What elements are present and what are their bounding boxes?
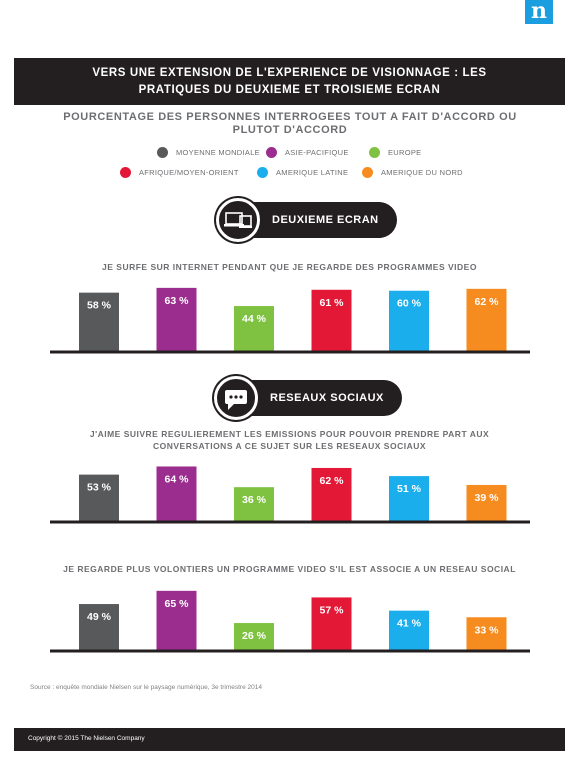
copyright-text: Copyright © 2015 The Nielsen Company xyxy=(28,735,145,742)
header-title-line2: PRATIQUES DU DEUXIEME ET TROISIEME ECRAN xyxy=(138,84,441,96)
bar-value-label: 60 % xyxy=(397,298,422,310)
devices-icon xyxy=(216,198,260,242)
bar-afrique-moyen-orient xyxy=(311,597,352,650)
bar-value-label: 41 % xyxy=(397,618,422,630)
bar-asie-pacifique xyxy=(156,466,197,521)
question-2: J'AIME SUIVRE REGULIEREMENT LES EMISSION… xyxy=(20,428,559,452)
bar-value-label: 65 % xyxy=(165,598,190,610)
bar-chart-2-svg: 53 % 64 % 36 % 62 % 51 % 39 % xyxy=(50,466,530,524)
bar-afrique-moyen-orient xyxy=(311,289,352,351)
bar-value-label: 63 % xyxy=(165,295,190,307)
legend-label: MOYENNE MONDIALE xyxy=(176,147,260,157)
legend-row-2: AFRIQUE/MOYEN-ORIENT AMERIQUE LATINE AME… xyxy=(0,165,579,179)
legend-swatch xyxy=(369,146,380,158)
bar-value-label: 62 % xyxy=(475,296,500,308)
legend-swatch xyxy=(120,166,131,178)
bar-value-label: 51 % xyxy=(397,483,422,495)
bar-moyenne-mondiale xyxy=(79,292,119,351)
header-banner: VERS UNE EXTENSION DE L'EXPERIENCE DE VI… xyxy=(14,58,565,105)
section-label: RESEAUX SOCIAUX xyxy=(270,392,384,404)
bar-moyenne-mondiale xyxy=(79,604,119,650)
section-label: DEUXIEME ECRAN xyxy=(272,214,379,226)
bar-amerique-du-nord xyxy=(466,288,507,351)
logo-letter: n xyxy=(531,0,547,24)
bar-value-label: 33 % xyxy=(475,624,500,636)
legend-item-amerique-latine: AMERIQUE LATINE xyxy=(257,165,348,179)
legend-item-afrique-moyen-orient: AFRIQUE/MOYEN-ORIENT xyxy=(120,165,239,179)
bar-value-label: 58 % xyxy=(87,300,112,312)
source-note: Source : enquête mondiale Nielsen sur le… xyxy=(30,684,262,691)
subtitle-line1: POURCENTAGE DES PERSONNES INTERROGEES TO… xyxy=(63,111,517,123)
legend-item-amerique-du-nord: AMERIQUE DU NORD xyxy=(362,165,463,179)
nielsen-logo: n xyxy=(525,0,553,24)
section-pill-social: RESEAUX SOCIAUX xyxy=(214,376,402,420)
bar-europe xyxy=(234,623,274,650)
bar-value-label: 57 % xyxy=(320,604,345,616)
legend-item-europe: EUROPE xyxy=(369,145,421,159)
bar-chart-2: 53 % 64 % 36 % 62 % 51 % 39 % xyxy=(50,460,530,524)
question-2-line1: J'AIME SUIVRE REGULIEREMENT LES EMISSION… xyxy=(89,429,490,439)
bar-chart-1-svg: 58 % 63 % 44 % 61 % 60 % 62 % xyxy=(50,287,530,354)
legend-row-1: MOYENNE MONDIALE ASIE-PACIFIQUE EUROPE xyxy=(0,145,579,159)
legend-label: ASIE-PACIFIQUE xyxy=(285,147,349,157)
bar-value-label: 64 % xyxy=(165,473,190,485)
bar-europe xyxy=(234,306,274,351)
legend-swatch xyxy=(266,146,277,158)
question-2-line2: CONVERSATIONS A CE SUJET SUR LES RESEAUX… xyxy=(152,441,427,451)
chat-bubble-icon xyxy=(214,376,258,420)
bar-amerique-latine xyxy=(389,476,429,521)
legend-item-moyenne-mondiale: MOYENNE MONDIALE xyxy=(157,145,260,159)
legend-item-asie-pacifique: ASIE-PACIFIQUE xyxy=(266,145,349,159)
bar-value-label: 36 % xyxy=(242,494,267,506)
bar-afrique-moyen-orient xyxy=(311,467,352,521)
header-title-line1: VERS UNE EXTENSION DE L'EXPERIENCE DE VI… xyxy=(92,67,487,79)
bar-value-label: 62 % xyxy=(320,475,345,487)
bar-chart-3-svg: 49 % 65 % 26 % 57 % 41 % 33 % xyxy=(50,590,530,653)
bar-chart-3: 49 % 65 % 26 % 57 % 41 % 33 % xyxy=(50,585,530,653)
legend-label: AFRIQUE/MOYEN-ORIENT xyxy=(139,167,239,177)
legend-swatch xyxy=(257,166,268,178)
bar-asie-pacifique xyxy=(156,287,197,351)
bar-amerique-du-nord xyxy=(466,617,507,650)
bar-amerique-latine xyxy=(389,290,429,351)
bar-value-label: 26 % xyxy=(242,630,267,642)
legend-swatch xyxy=(362,166,373,178)
legend-swatch xyxy=(157,146,168,158)
bar-value-label: 49 % xyxy=(87,611,112,623)
footer-bar: Copyright © 2015 The Nielsen Company xyxy=(14,728,565,751)
bar-value-label: 44 % xyxy=(242,313,267,325)
bar-value-label: 53 % xyxy=(87,482,112,494)
bar-value-label: 61 % xyxy=(320,297,345,309)
bar-value-label: 39 % xyxy=(475,492,500,504)
bar-moyenne-mondiale xyxy=(79,474,119,521)
legend-label: AMERIQUE LATINE xyxy=(276,167,349,177)
question-1: JE SURFE SUR INTERNET PENDANT QUE JE REG… xyxy=(102,262,477,272)
bar-europe xyxy=(234,487,274,521)
question-3: JE REGARDE PLUS VOLONTIERS UN PROGRAMME … xyxy=(63,564,516,574)
subtitle: POURCENTAGE DES PERSONNES INTERROGEES TO… xyxy=(60,111,520,137)
bar-amerique-du-nord xyxy=(466,484,507,521)
bar-chart-1: 58 % 63 % 44 % 61 % 60 % 62 % xyxy=(50,280,530,354)
legend-label: AMERIQUE DU NORD xyxy=(381,167,463,177)
bar-amerique-latine xyxy=(389,610,429,650)
subtitle-line2: PLUTOT D'ACCORD xyxy=(232,124,348,136)
section-pill-second-screen: DEUXIEME ECRAN xyxy=(216,198,397,242)
bar-asie-pacifique xyxy=(156,590,197,650)
legend-label: EUROPE xyxy=(388,147,422,157)
